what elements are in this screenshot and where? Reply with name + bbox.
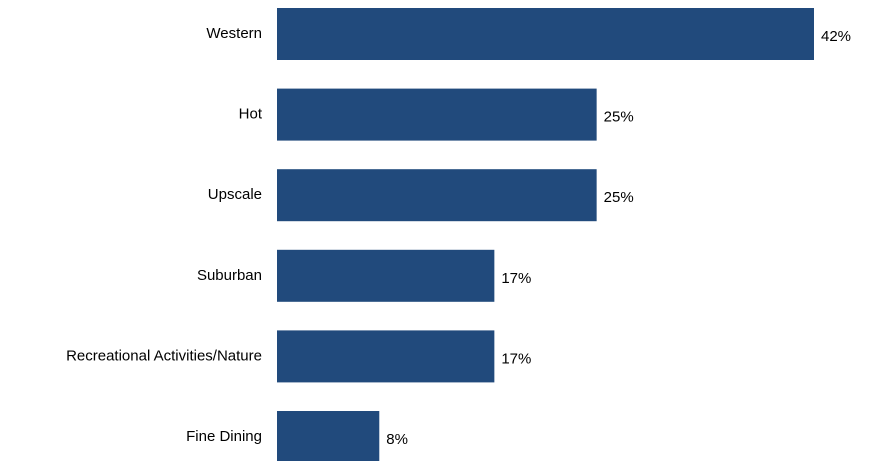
category-label: Recreational Activities/Nature <box>66 347 262 364</box>
value-label: 42% <box>821 28 851 45</box>
bar-recreational-activities-nature <box>277 330 495 383</box>
category-label: Hot <box>239 106 263 123</box>
category-label: Western <box>206 25 262 42</box>
bar-western <box>277 8 814 60</box>
bar-suburban <box>277 249 495 302</box>
value-label: 8% <box>386 431 408 448</box>
bar-fine-dining <box>277 411 380 461</box>
value-label: 25% <box>604 109 634 126</box>
category-label: Suburban <box>197 267 262 284</box>
value-label: 17% <box>501 270 531 287</box>
value-label: 17% <box>501 350 531 367</box>
category-label: Upscale <box>208 186 262 203</box>
bar-upscale <box>277 169 597 222</box>
category-label: Fine Dining <box>186 428 262 445</box>
value-label: 25% <box>604 189 634 206</box>
bar-hot <box>277 88 597 141</box>
